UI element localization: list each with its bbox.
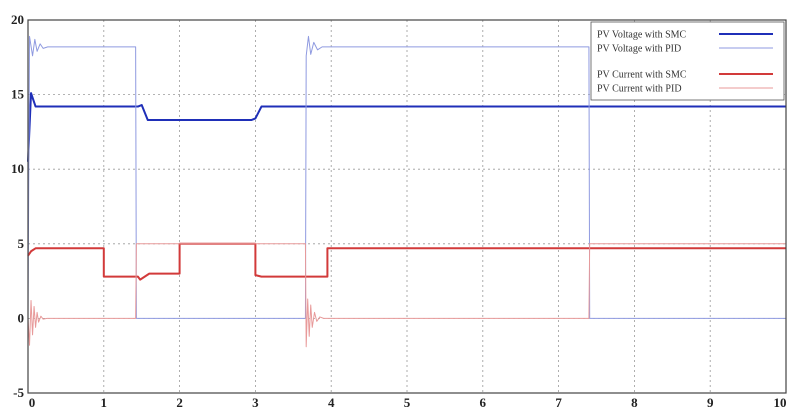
y-tick-label: 0 [18, 310, 25, 325]
legend-entry: PV Current with PID [597, 84, 773, 95]
x-tick-label: 0 [29, 395, 36, 408]
x-tick-label: 3 [252, 395, 259, 408]
x-tick-label: 2 [176, 395, 183, 408]
y-tick-label: -5 [13, 385, 24, 400]
legend: PV Voltage with SMC PV Voltage with PID PV… [590, 21, 785, 101]
legend-label: PV Current with PID [597, 84, 682, 95]
y-axis-ticks: -5 0 5 10 15 20 [11, 12, 25, 400]
x-tick-label: 7 [555, 395, 562, 408]
legend-entry: PV Current with SMC [597, 70, 773, 81]
x-tick-label: 1 [101, 395, 108, 408]
series-line-3 [27, 242, 786, 281]
x-tick-label: 6 [480, 395, 487, 408]
legend-label: PV Current with SMC [597, 70, 687, 81]
y-tick-label: 5 [18, 236, 25, 251]
series-line-4 [27, 243, 786, 348]
x-tick-label: 8 [631, 395, 638, 408]
legend-entry: PV Voltage with SMC [597, 30, 773, 41]
y-tick-label: 10 [11, 161, 24, 176]
x-tick-label: 9 [707, 395, 714, 408]
x-tick-label: 5 [404, 395, 411, 408]
plot-frame [27, 19, 787, 394]
legend-label: PV Voltage with SMC [597, 30, 687, 41]
series-line-2 [27, 35, 786, 319]
y-tick-label: 15 [11, 87, 25, 102]
x-tick-label: 10 [774, 395, 787, 408]
x-tick-label: 4 [328, 395, 335, 408]
y-tick-label: 20 [11, 12, 24, 27]
series-line-1 [27, 92, 786, 162]
legend-label: PV Voltage with PID [597, 44, 681, 55]
x-axis-ticks: 0 1 2 3 4 5 6 7 8 9 10 [29, 395, 787, 408]
series-lines [27, 35, 786, 348]
legend-entry: PV Voltage with PID [597, 44, 773, 55]
